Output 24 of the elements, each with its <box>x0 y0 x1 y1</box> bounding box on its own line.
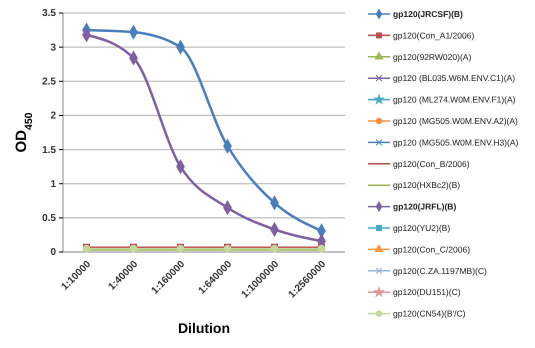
legend-label: gp120(JRFL)(B) <box>393 202 456 212</box>
y-tick-label: 1.5 <box>42 144 56 156</box>
legend-label: gp120(YU2)(B) <box>393 222 450 233</box>
legend-label: gp120(92RW020)(A) <box>393 52 472 62</box>
y-tick-label: 3.5 <box>42 8 56 20</box>
legend-label: gp120(HXBc2)(B) <box>393 180 460 190</box>
y-tick-label: 3 <box>50 42 56 54</box>
legend-label: gp120(Con_B/2006) <box>393 158 470 169</box>
legend-label: gp120 (BL035.W6M.ENV.C1)(A) <box>393 73 516 84</box>
y-tick-label: 2 <box>50 110 56 122</box>
y-tick-label: 0 <box>50 247 56 258</box>
legend-label: gp120(CN54)(B'/C) <box>393 308 466 319</box>
legend-label: gp120(DU151)(C) <box>393 287 461 298</box>
legend-label: gp120(JRCSF)(B) <box>393 8 464 19</box>
legend-label: gp120(C.ZA.1197MB)(C) <box>393 266 488 276</box>
legend-label: gp120(Con_C/2006) <box>393 244 470 254</box>
y-tick-label: 1 <box>50 178 56 190</box>
y-tick-label: 0.5 <box>42 213 56 224</box>
legend-label: gp120 (MG505.W0M.ENV.H3)(A) <box>393 137 519 148</box>
x-axis-title: Dilution <box>178 320 230 336</box>
legend-label: gp120 (ML274.W0M.ENV.F1)(A) <box>393 94 516 105</box>
y-tick-label: 2.5 <box>42 76 56 88</box>
legend-label: gp120 (MG505.W0M.ENV.A2)(A) <box>393 116 518 126</box>
legend-label: gp120(Con_A1/2006) <box>393 30 474 40</box>
